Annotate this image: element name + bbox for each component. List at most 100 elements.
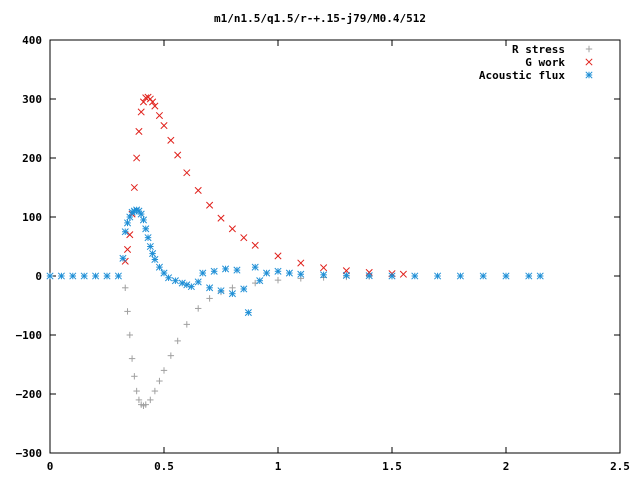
- data-point: [536, 272, 544, 280]
- y-tick-label: −200: [16, 388, 43, 401]
- data-point: [147, 396, 154, 404]
- data-point: [80, 272, 88, 280]
- y-tick-label: 0: [35, 270, 42, 283]
- axis-ticks: 0 0.5 1 1.5 2 2.5 400 300 200 100 0 −100 −200 −300: [16, 34, 630, 473]
- data-point: [69, 272, 77, 280]
- data-point: [240, 285, 248, 293]
- plot-frame: [49, 39, 621, 454]
- data-point: [195, 305, 202, 312]
- data-point: [155, 111, 163, 120]
- data-point: [206, 284, 214, 292]
- data-point: [274, 252, 282, 260]
- series-star: [46, 206, 544, 317]
- data-point: [156, 377, 163, 385]
- data-point: [240, 234, 248, 242]
- data-point: [217, 214, 225, 222]
- data-point: [174, 337, 181, 345]
- data-point: [206, 295, 213, 302]
- data-point: [228, 290, 236, 298]
- data-point: [217, 287, 225, 295]
- data-point: [151, 387, 159, 395]
- data-point: [285, 269, 293, 277]
- data-point: [263, 269, 271, 277]
- data-point: [194, 278, 202, 286]
- x-tick-label: 2.5: [610, 460, 630, 473]
- data-point: [160, 121, 168, 130]
- data-point: [456, 272, 464, 280]
- data-point: [131, 373, 138, 380]
- data-point: [228, 225, 236, 233]
- data-point: [121, 228, 129, 236]
- data-point: [149, 98, 157, 106]
- data-point: [123, 219, 132, 227]
- data-point: [244, 309, 252, 317]
- data-point: [365, 268, 373, 277]
- y-tick-label: 400: [22, 34, 42, 47]
- data-point: [233, 266, 241, 274]
- data-point: [183, 321, 190, 328]
- data-point: [411, 272, 419, 280]
- data-point: [502, 272, 510, 280]
- data-point: [146, 242, 154, 251]
- data-point: [139, 216, 148, 224]
- data-point: [103, 272, 111, 280]
- y-tick-label: −100: [16, 329, 43, 342]
- data-point: [142, 225, 150, 233]
- y-tick-label: −300: [16, 447, 43, 460]
- data-point: [320, 264, 328, 272]
- data-point: [479, 272, 487, 280]
- data-point: [174, 151, 182, 159]
- data-point: [124, 308, 131, 315]
- data-point: [210, 267, 218, 275]
- data-point: [229, 284, 236, 291]
- y-tick-label: 300: [22, 93, 42, 106]
- data-point: [123, 245, 132, 254]
- y-tick-label: 100: [22, 211, 42, 224]
- series-cross: [121, 93, 407, 278]
- data-point: [320, 271, 328, 279]
- data-point: [167, 136, 175, 144]
- data-point: [165, 274, 173, 282]
- data-point: [251, 263, 259, 271]
- data-point: [342, 271, 350, 279]
- x-tick-label: 1.5: [382, 460, 402, 473]
- data-point: [525, 272, 533, 280]
- x-tick-label: 1: [275, 460, 282, 473]
- data-point: [194, 186, 202, 195]
- data-point: [151, 102, 159, 110]
- x-tick-label: 0.5: [154, 460, 174, 473]
- data-point: [137, 108, 145, 116]
- data-point: [133, 387, 140, 395]
- data-point: [167, 352, 175, 359]
- data-point: [128, 355, 136, 362]
- data-point: [171, 277, 179, 285]
- data-point: [57, 272, 65, 280]
- data-point: [199, 269, 207, 277]
- data-point: [187, 283, 195, 291]
- data-point: [135, 127, 143, 136]
- legend-marker: [585, 58, 593, 66]
- legend-marker: [585, 45, 593, 53]
- x-tick-label: 2: [503, 460, 510, 473]
- data-point: [399, 270, 407, 278]
- chart-title: m1/n1.5/q1.5/r-+.15-j79/M0.4/512: [214, 12, 426, 25]
- legend-marker: [585, 71, 593, 79]
- data-point: [274, 267, 282, 275]
- data-point: [155, 263, 163, 271]
- data-point: [137, 210, 145, 218]
- data-point: [151, 255, 159, 264]
- data-point: [251, 241, 259, 249]
- data-point: [297, 270, 305, 278]
- legend-label: G work: [525, 56, 565, 69]
- x-tick-label: 0: [47, 460, 54, 473]
- data-point: [274, 276, 282, 284]
- data-point: [297, 259, 305, 267]
- data-point: [365, 272, 373, 280]
- series-layer: [46, 93, 544, 409]
- y-tick-label: 200: [22, 152, 42, 165]
- data-point: [206, 201, 214, 209]
- data-point: [119, 254, 127, 262]
- data-point: [183, 169, 191, 177]
- legend-label: Acoustic flux: [479, 69, 565, 82]
